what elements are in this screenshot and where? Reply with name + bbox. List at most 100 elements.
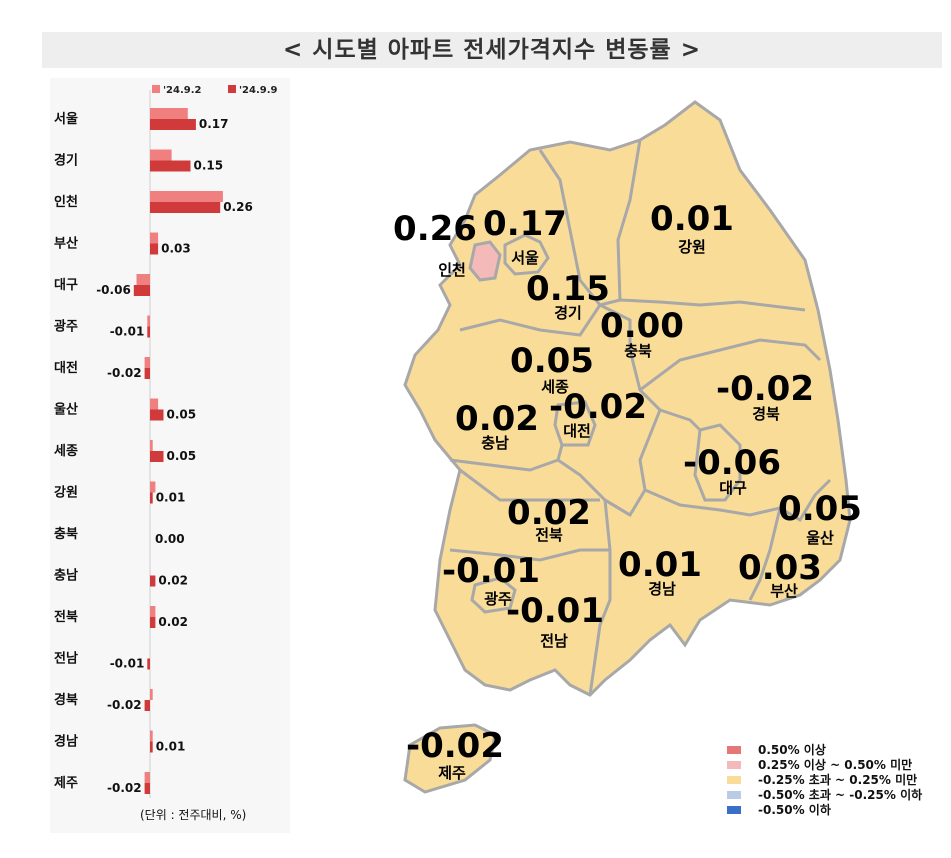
bar — [150, 440, 153, 451]
category-label: 울산 — [54, 402, 78, 418]
bar — [150, 191, 223, 202]
region-value: -0.02 — [406, 726, 504, 766]
region-value: 0.01 — [650, 199, 734, 239]
region-value: 0.05 — [778, 489, 860, 529]
category-label: 전남 — [54, 651, 78, 667]
daejeon-shape — [553, 400, 597, 447]
bar — [144, 772, 150, 783]
bar — [150, 606, 156, 617]
bar — [147, 658, 150, 670]
bar — [150, 730, 153, 742]
legend-label: '24.9.9 — [239, 85, 278, 96]
legend-label: 0.25% 이상 ~ 0.50% 미만 — [758, 758, 913, 772]
bar — [150, 202, 221, 213]
region-name: 충북 — [624, 342, 652, 360]
data-label: -0.02 — [107, 698, 142, 712]
region-name: 충남 — [481, 434, 509, 452]
region-value: -0.01 — [506, 591, 604, 631]
legend-label: -0.50% 초과 ~ -0.25% 이하 — [758, 788, 923, 802]
seoul-shape — [503, 233, 550, 276]
region-name: 경북 — [752, 405, 780, 423]
daegu-shape — [693, 423, 742, 502]
category-label: 경남 — [54, 734, 78, 750]
region-value: -0.02 — [549, 387, 647, 427]
region-name: 부산 — [770, 582, 798, 600]
bar — [144, 357, 150, 368]
bar — [150, 481, 156, 493]
category-label: 서울 — [54, 111, 78, 127]
region-name: 경기 — [554, 304, 582, 322]
legend-label: '24.9.2 — [163, 85, 202, 96]
bar — [147, 315, 150, 327]
data-label: 0.02 — [158, 615, 188, 629]
legend-item: -0.50% 이하 — [727, 802, 922, 817]
bar — [150, 398, 159, 410]
bar — [150, 243, 159, 255]
data-label: -0.01 — [110, 657, 145, 671]
category-label: 강원 — [54, 485, 78, 501]
data-label: -0.02 — [107, 366, 142, 380]
region-value: 0.02 — [455, 399, 539, 439]
category-label: 부산 — [54, 236, 78, 252]
data-label: 0.26 — [223, 200, 253, 214]
korea-map: 0.26 인천 0.17 서울 0.15 경기 0.01 강원 0.00 충북 … — [393, 100, 860, 794]
legend-item: -0.50% 초과 ~ -0.25% 이하 — [727, 787, 922, 802]
region-name: 세종 — [541, 378, 569, 396]
bar — [150, 119, 196, 130]
jeju-shape — [403, 723, 497, 794]
data-label: 0.01 — [156, 740, 186, 754]
data-label: 0.03 — [161, 242, 191, 256]
bar — [150, 575, 156, 587]
legend-swatch — [228, 85, 236, 93]
bar — [150, 617, 156, 628]
region-value: 0.17 — [483, 204, 567, 244]
region-value: 0.05 — [510, 341, 594, 381]
bar — [150, 689, 153, 700]
category-label: 충북 — [54, 526, 78, 542]
region-value: 0.26 — [393, 209, 477, 249]
region-value: -0.02 — [716, 369, 814, 409]
data-label: 0.01 — [156, 491, 186, 505]
data-label: -0.02 — [107, 781, 142, 795]
legend-swatch — [152, 85, 160, 93]
data-label: 0.05 — [167, 408, 197, 422]
bar — [150, 451, 164, 462]
bar — [144, 783, 150, 794]
bar — [147, 326, 150, 338]
bar — [136, 274, 150, 285]
legend-swatch — [727, 760, 741, 769]
bar — [150, 232, 159, 244]
region-name: 강원 — [678, 238, 706, 256]
gwangju-shape — [470, 576, 517, 614]
category-label: 세종 — [54, 444, 78, 459]
category-label: 제주 — [54, 776, 78, 791]
category-label: 인천 — [54, 194, 78, 210]
region-name: 대구 — [719, 479, 747, 497]
category-label: 경기 — [54, 153, 78, 169]
unit-note: (단위 : 전주대비, %) — [140, 808, 247, 822]
legend-swatch — [727, 775, 741, 784]
region-value: -0.06 — [683, 443, 781, 483]
bar — [150, 149, 172, 161]
incheon-shape — [468, 240, 502, 282]
region-value: 0.00 — [600, 306, 684, 346]
legend-label: 0.50% 이상 — [758, 743, 826, 757]
bar — [150, 108, 188, 119]
data-label: 0.00 — [155, 532, 185, 546]
data-label: 0.15 — [194, 159, 224, 173]
region-value: 0.02 — [507, 493, 591, 533]
region-name: 전남 — [540, 632, 568, 650]
legend-item: 0.25% 이상 ~ 0.50% 미만 — [727, 757, 922, 772]
category-label: 대전 — [54, 360, 78, 376]
map-labels: 0.26 인천 0.17 서울 0.15 경기 0.01 강원 0.00 충북 … — [393, 199, 860, 782]
region-name: 인천 — [438, 261, 466, 279]
legend-label: -0.25% 초과 ~ 0.25% 미만 — [758, 773, 918, 787]
bar — [150, 741, 153, 753]
category-label: 충남 — [54, 568, 78, 584]
region-name: 제주 — [438, 764, 466, 782]
bar — [133, 285, 150, 296]
category-label: 전북 — [54, 609, 78, 625]
province-borders — [449, 139, 832, 696]
bar — [150, 409, 164, 421]
legend-label: -0.50% 이하 — [758, 803, 831, 817]
